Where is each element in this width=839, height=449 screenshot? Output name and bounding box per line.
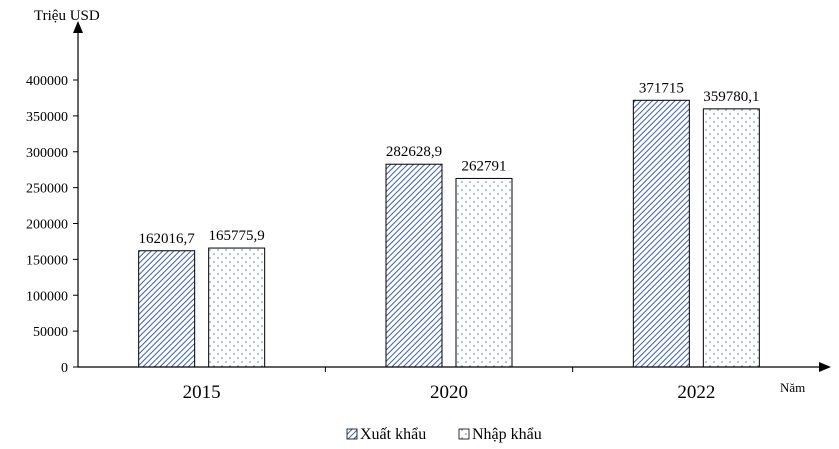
legend-swatch-nhap-khau <box>458 428 470 440</box>
y-axis-ticks: 0 50000 100000 150000 200000 250000 300000 3500… <box>26 74 78 376</box>
data-label-xuat-khau-2015: 162016,7 <box>139 231 196 247</box>
data-label-xuat-khau-2020: 282628,9 <box>386 144 442 160</box>
data-label-nhap-khau-2015: 165775,9 <box>209 228 265 244</box>
legend-swatch-xuat-khau <box>346 428 358 440</box>
data-label-nhap-khau-2020: 262791 <box>462 158 507 174</box>
y-tick-label: 300000 <box>26 146 68 161</box>
bar-nhap-khau-2015 <box>208 247 266 368</box>
y-tick-label: 50000 <box>33 325 68 340</box>
bar-xuat-khau-2015 <box>138 250 196 368</box>
y-tick-label: 100000 <box>26 289 68 304</box>
bar-nhap-khau-2020 <box>455 177 513 368</box>
y-tick-label: 150000 <box>26 253 68 268</box>
y-tick-label: 0 <box>61 361 68 376</box>
legend-label-xuat-khau: Xuất khẩu <box>360 426 426 443</box>
y-tick-label: 350000 <box>26 110 68 125</box>
y-tick-label: 400000 <box>26 74 68 89</box>
x-category-label: 2022 <box>677 382 715 403</box>
x-category-label: 2015 <box>183 382 221 403</box>
data-label-nhap-khau-2022: 359780,1 <box>703 89 759 105</box>
legend-label-nhap-khau: Nhập khẩu <box>472 426 542 443</box>
legend: Xuất khẩu Nhập khẩu <box>346 426 542 443</box>
data-label-xuat-khau-2022: 371715 <box>639 80 684 96</box>
bars <box>138 99 760 368</box>
x-category-label: 2020 <box>430 382 468 403</box>
y-tick-label: 200000 <box>26 218 68 233</box>
y-axis-title: Triệu USD <box>34 8 100 24</box>
bar-nhap-khau-2022 <box>702 108 760 368</box>
y-tick-label: 250000 <box>26 182 68 197</box>
x-axis-title: Năm <box>780 380 805 395</box>
bar-xuat-khau-2022 <box>632 99 690 368</box>
x-axis-categories: 2015 2020 2022 <box>183 367 715 403</box>
bar-xuat-khau-2020 <box>385 163 443 368</box>
data-labels: 162016,7 165775,9 282628,9 262791 371715 3597… <box>139 80 760 246</box>
